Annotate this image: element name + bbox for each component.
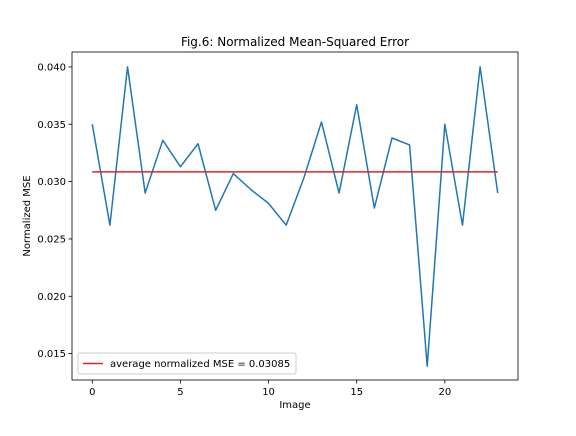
x-axis-label: Image (279, 400, 310, 411)
chart-title: Fig.6: Normalized Mean-Squared Error (181, 35, 409, 49)
y-tick-label: 0.015 (37, 349, 66, 360)
legend-label-average: average normalized MSE = 0.03085 (110, 359, 290, 370)
legend-frame (77, 352, 297, 375)
x-tick-label: 10 (262, 387, 275, 398)
y-tick-label: 0.035 (37, 120, 66, 131)
x-axis-ticks: 0 5 10 15 20 (89, 380, 451, 398)
x-tick-label: 20 (438, 387, 451, 398)
legend: average normalized MSE = 0.03085 (77, 352, 297, 375)
x-tick-label: 5 (177, 387, 183, 398)
plot-area (72, 52, 518, 380)
y-tick-label: 0.020 (37, 292, 66, 303)
series-line-mse (91, 66, 499, 367)
series-layer (91, 66, 499, 367)
y-tick-label: 0.025 (37, 234, 66, 245)
plot-frame (71, 51, 519, 381)
y-tick-label: 0.030 (37, 177, 66, 188)
y-axis-label: Normalized MSE (22, 175, 33, 256)
y-tick-label: 0.040 (37, 62, 66, 73)
x-tick-label: 0 (89, 387, 95, 398)
x-tick-label: 15 (350, 387, 363, 398)
y-axis-ticks: 0.015 0.020 0.025 0.030 0.035 0.040 (37, 62, 72, 360)
